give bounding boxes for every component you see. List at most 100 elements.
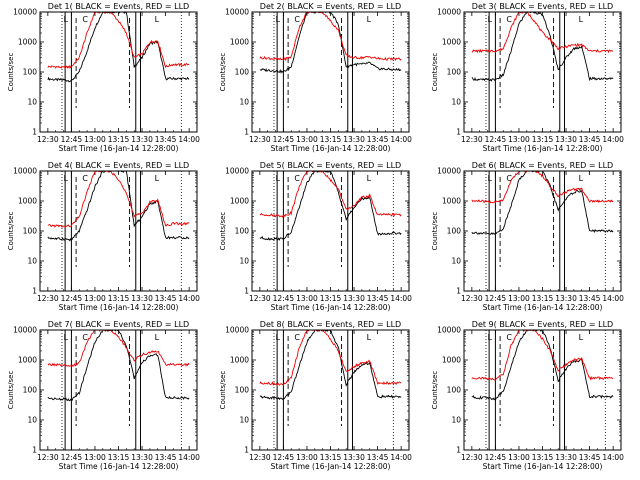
x-tick-label: 13:15 [320,453,342,462]
y-tick-label: 10 [451,98,461,107]
event-marker-label: C [506,15,512,24]
y-axis-label: Counts/sec [219,53,227,92]
y-tick-label: 10000 [13,326,37,335]
y-tick-label: 1000 [442,38,461,47]
y-tick-label: 10000 [13,8,37,17]
y-tick-label: 10 [27,98,37,107]
event-marker-label: L [64,174,69,183]
x-tick-label: 12:30 [461,294,483,303]
x-tick-label: 13:45 [579,135,601,144]
y-tick-label: 1000 [18,197,37,206]
y-tick-label: 10000 [437,8,461,17]
x-tick-label: 13:15 [320,294,342,303]
y-tick-label: 1 [456,287,461,296]
series-line-events [47,12,190,83]
y-tick-label: 10 [27,416,37,425]
y-axis-label: Counts/sec [431,371,439,410]
y-tick-label: 10 [239,98,249,107]
y-tick-label: 10000 [225,8,249,17]
x-tick-label: 13:45 [367,135,389,144]
x-tick-label: 13:15 [108,294,130,303]
x-tick-label: 13:30 [555,135,577,144]
x-axis-label: Start Time (16-Jan-14 12:28:00) [483,303,603,312]
x-tick-label: 13:45 [579,294,601,303]
y-axis-label: Counts/sec [219,212,227,251]
x-tick-label: 12:30 [461,135,483,144]
y-tick-label: 10 [27,257,37,266]
event-marker-label: L [579,15,584,24]
event-marker-label: L [64,15,69,24]
y-tick-label: 1000 [442,356,461,365]
plot-frame [463,170,622,292]
x-tick-label: 13:45 [155,135,177,144]
x-tick-label: 12:30 [37,294,59,303]
x-tick-label: 12:45 [273,135,295,144]
series-line-lld [259,330,402,387]
x-tick-label: 13:00 [508,135,530,144]
y-tick-label: 10000 [437,167,461,176]
y-axis-label: Counts/sec [7,53,15,92]
y-tick-label: 10 [239,257,249,266]
x-tick-label: 13:45 [155,453,177,462]
event-marker-label: C [506,174,512,183]
plot-frame [39,170,198,292]
series-line-lld [471,171,614,204]
plot-area [259,171,402,291]
chart-panel: 1 10 100 1000 10000 12:30 12:45 13:00 13:15 13:30… [7,2,200,153]
event-marker-label: L [276,15,281,24]
x-tick-label: 13:30 [343,135,365,144]
x-tick-label: 13:00 [296,135,318,144]
series-line-lld [259,171,402,218]
x-tick-label: 12:30 [37,453,59,462]
panel-title: Det 5( BLACK = Events, RED = LLD [260,161,401,170]
y-tick-label: 10000 [225,326,249,335]
x-tick-label: 14:00 [178,453,200,462]
x-tick-label: 13:15 [532,135,554,144]
x-tick-label: 12:30 [249,294,271,303]
x-tick-label: 12:45 [485,294,507,303]
panel-title: Det 2( BLACK = Events, RED = LLD [260,2,401,11]
x-tick-label: 13:15 [108,453,130,462]
event-marker-label: L [488,333,493,342]
event-marker-label: C [82,15,88,24]
event-marker-label: L [488,15,493,24]
chart-panel: 1 10 100 1000 10000 12:30 12:45 13:00 13:15 13:30… [7,161,200,312]
x-tick-label: 13:15 [108,135,130,144]
x-axis-label: Start Time (16-Jan-14 12:28:00) [271,144,391,153]
series-line-lld [471,12,614,54]
event-marker-label: C [82,333,88,342]
series-line-events [471,330,614,401]
y-tick-label: 10000 [437,326,461,335]
x-tick-label: 13:00 [508,294,530,303]
plot-area [471,330,614,450]
y-tick-label: 100 [235,386,250,395]
y-tick-label: 1000 [18,38,37,47]
plot-frame [463,11,622,133]
y-tick-label: 1 [456,128,461,137]
panel-title: Det 7( BLACK = Events, RED = LLD [48,320,189,329]
x-tick-label: 14:00 [390,453,412,462]
chart-panel: 1 10 100 1000 10000 12:30 12:45 13:00 13:15 13:30… [219,161,412,312]
plot-area [47,12,190,132]
x-tick-label: 14:00 [390,135,412,144]
chart-panel: 1 10 100 1000 10000 12:30 12:45 13:00 13:15 13:30… [7,320,200,471]
chart-panel: 1 10 100 1000 10000 12:30 12:45 13:00 13:15 13:30… [219,2,412,153]
x-tick-label: 13:30 [555,453,577,462]
x-tick-label: 13:00 [84,453,106,462]
y-axis-label: Counts/sec [7,212,15,251]
event-marker-label: L [488,174,493,183]
event-marker-label: L [155,15,160,24]
y-tick-label: 100 [23,227,38,236]
panel-title: Det 4( BLACK = Events, RED = LLD [48,161,189,170]
chart-panel: 1 10 100 1000 10000 12:30 12:45 13:00 13:15 13:30… [431,320,624,471]
plot-area [47,330,190,450]
x-tick-label: 13:30 [131,294,153,303]
x-tick-label: 13:30 [555,294,577,303]
x-tick-label: 14:00 [602,135,624,144]
y-tick-label: 1 [244,446,249,455]
x-tick-label: 12:45 [485,453,507,462]
y-tick-label: 1 [244,287,249,296]
panel-title: Det 8( BLACK = Events, RED = LLD [260,320,401,329]
